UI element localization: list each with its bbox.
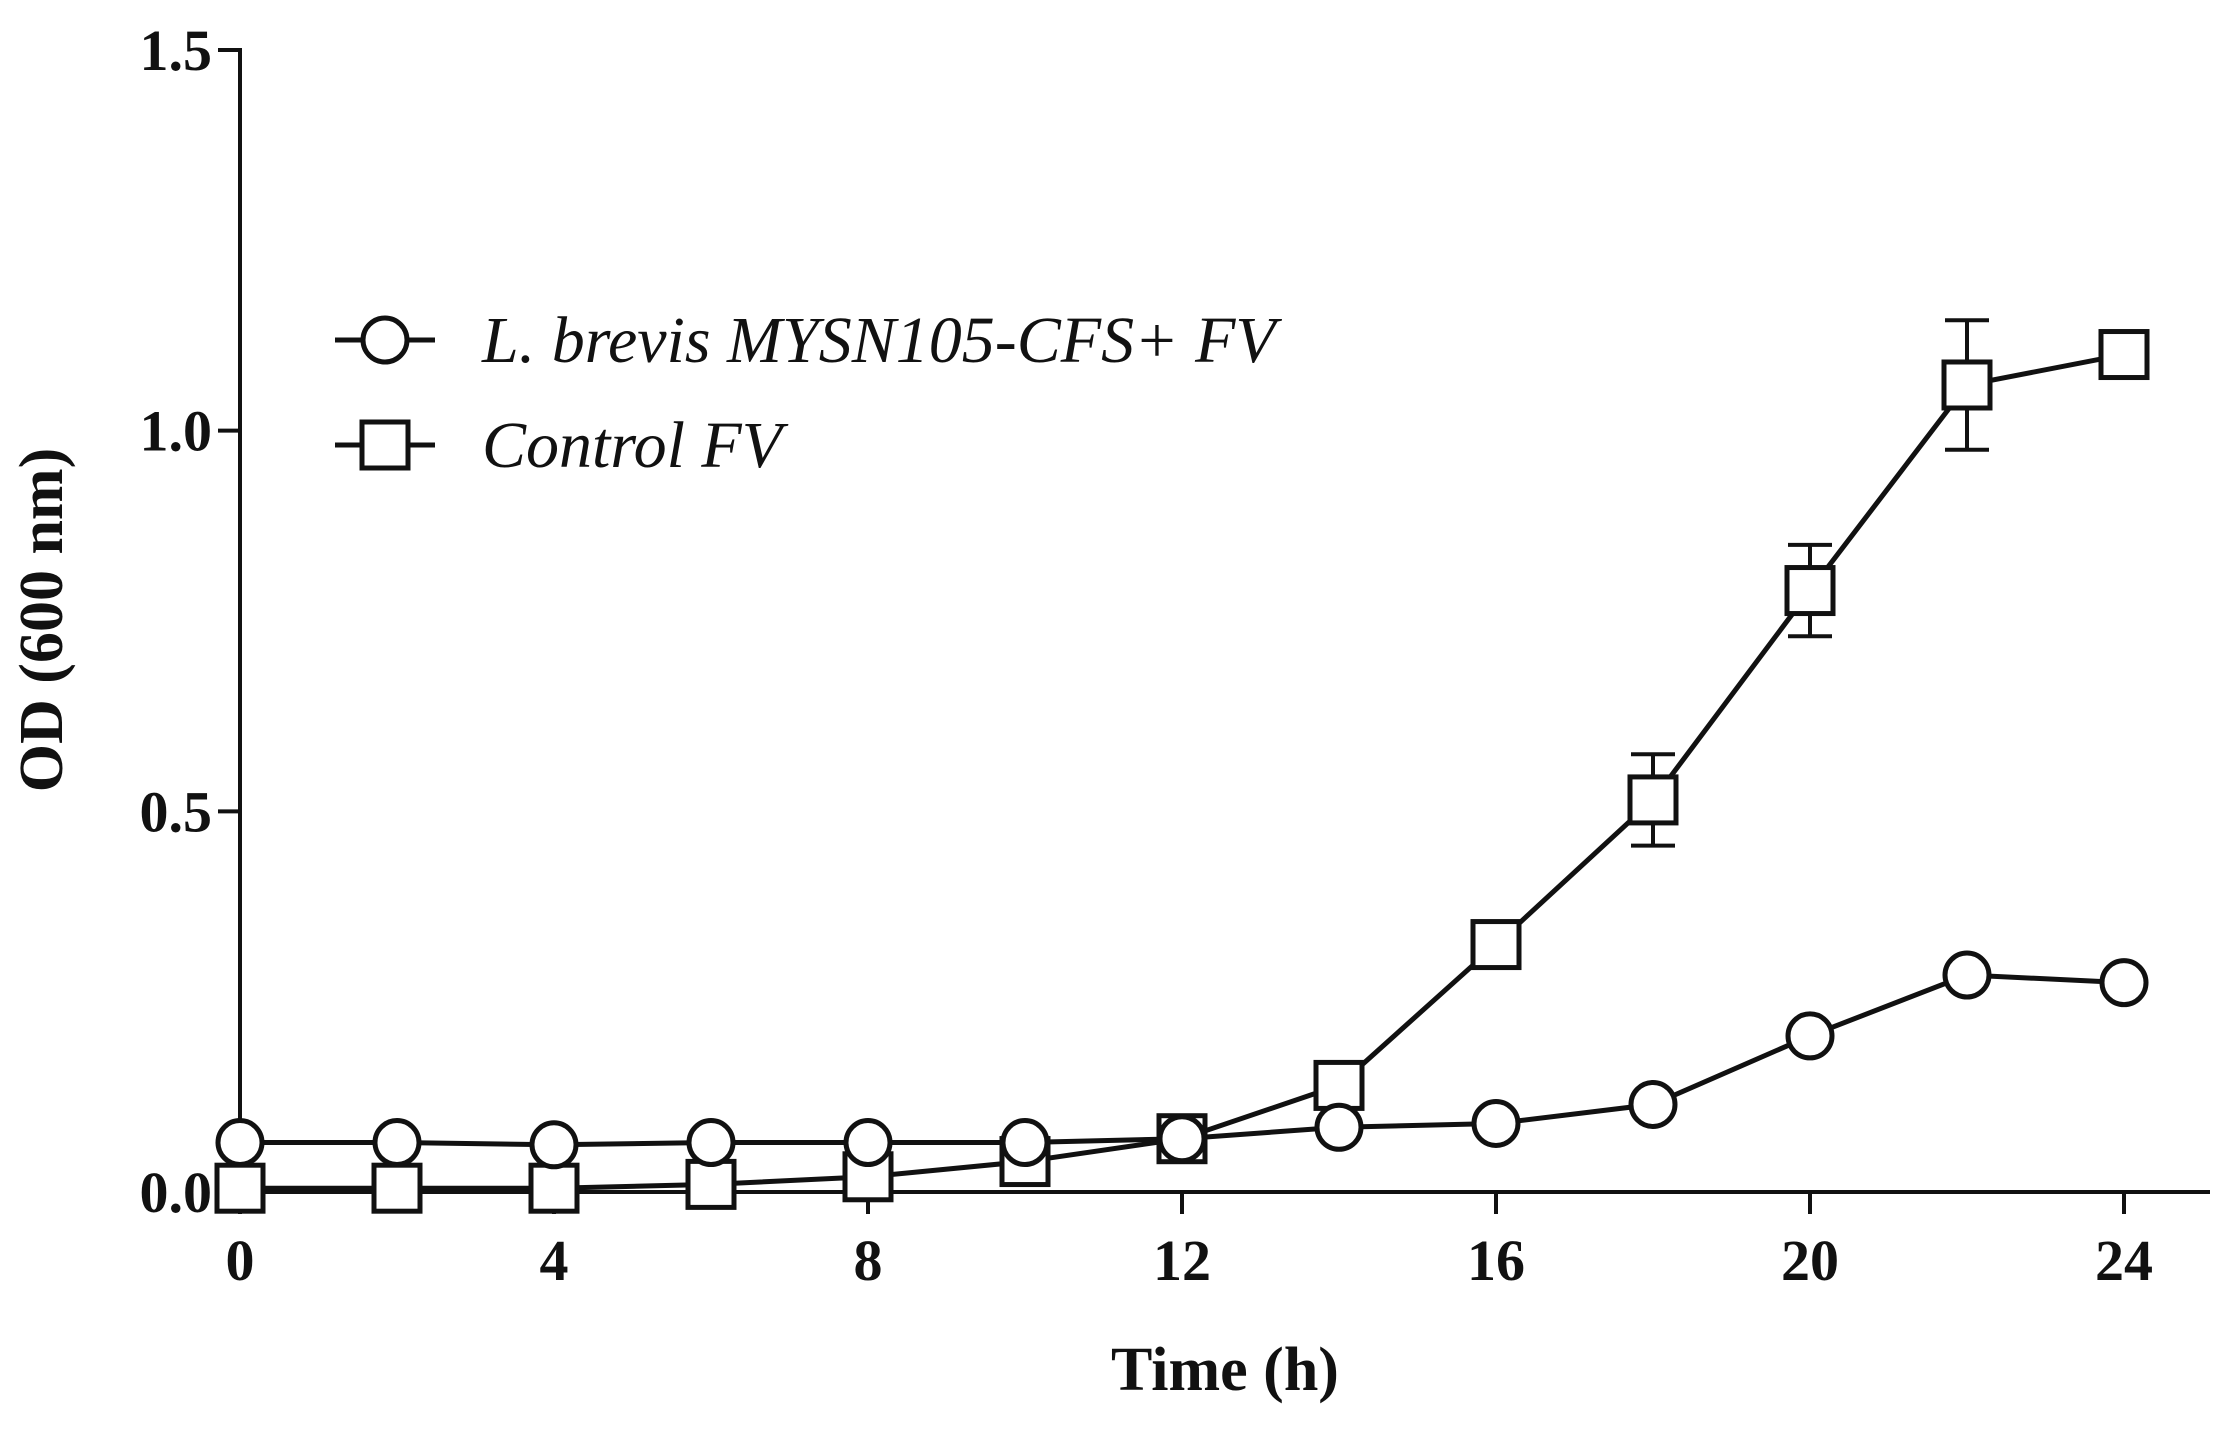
legend: L. brevis MYSN105-CFS+ FV Control FV bbox=[335, 304, 1282, 482]
x-tick-label: 24 bbox=[2095, 1228, 2153, 1293]
data-point-square bbox=[1470, 919, 1522, 971]
x-tick-label: 12 bbox=[1153, 1228, 1211, 1293]
y-tick-label: 0.0 bbox=[140, 1160, 213, 1225]
data-point-circle bbox=[1628, 1079, 1678, 1129]
data-point-circle bbox=[2099, 958, 2149, 1008]
data-point-square bbox=[1784, 565, 1836, 617]
y-axis-title: OD (600 nm) bbox=[8, 448, 76, 792]
series-circle bbox=[215, 950, 2149, 1170]
x-tick-label: 20 bbox=[1781, 1228, 1839, 1293]
x-tick-label: 16 bbox=[1467, 1228, 1525, 1293]
data-point-square bbox=[214, 1162, 266, 1214]
data-point-square bbox=[528, 1162, 580, 1214]
legend-marker-square bbox=[359, 419, 411, 471]
series-layer bbox=[214, 318, 2150, 1214]
y-tick-label: 1.0 bbox=[140, 399, 213, 464]
x-tick-label: 0 bbox=[226, 1228, 255, 1293]
legend-marker-circle bbox=[360, 315, 410, 365]
data-point-square bbox=[1627, 774, 1679, 826]
data-point-square bbox=[685, 1158, 737, 1210]
legend-label: Control FV bbox=[482, 409, 789, 482]
data-point-circle bbox=[372, 1118, 422, 1168]
axes: 0.0 0.5 1.0 1.5 0 4 8 12 16 20 24 bbox=[140, 18, 2210, 1293]
data-point-circle bbox=[1942, 950, 1992, 1000]
x-tick-label: 4 bbox=[540, 1228, 569, 1293]
data-point-square bbox=[842, 1151, 894, 1203]
data-point-circle bbox=[1000, 1118, 1050, 1168]
data-point-circle bbox=[686, 1118, 736, 1168]
data-point-circle bbox=[1157, 1114, 1207, 1164]
data-point-circle bbox=[1314, 1102, 1364, 1152]
y-tick-label: 0.5 bbox=[140, 779, 213, 844]
data-point-circle bbox=[1471, 1098, 1521, 1148]
legend-entry: L. brevis MYSN105-CFS+ FV bbox=[335, 304, 1282, 377]
legend-entry: Control FV bbox=[335, 409, 789, 482]
data-point-square bbox=[1313, 1059, 1365, 1111]
data-point-circle bbox=[215, 1118, 265, 1168]
data-point-square bbox=[1941, 359, 1993, 411]
legend-label: L. brevis MYSN105-CFS+ FV bbox=[481, 304, 1282, 377]
data-point-square bbox=[371, 1162, 423, 1214]
x-tick-label: 8 bbox=[854, 1228, 883, 1293]
data-point-circle bbox=[529, 1120, 579, 1170]
data-point-circle bbox=[1785, 1011, 1835, 1061]
y-tick-label: 1.5 bbox=[140, 18, 213, 83]
data-point-square bbox=[2098, 329, 2150, 381]
x-axis-title: Time (h) bbox=[1111, 1336, 1339, 1404]
data-point-circle bbox=[843, 1118, 893, 1168]
